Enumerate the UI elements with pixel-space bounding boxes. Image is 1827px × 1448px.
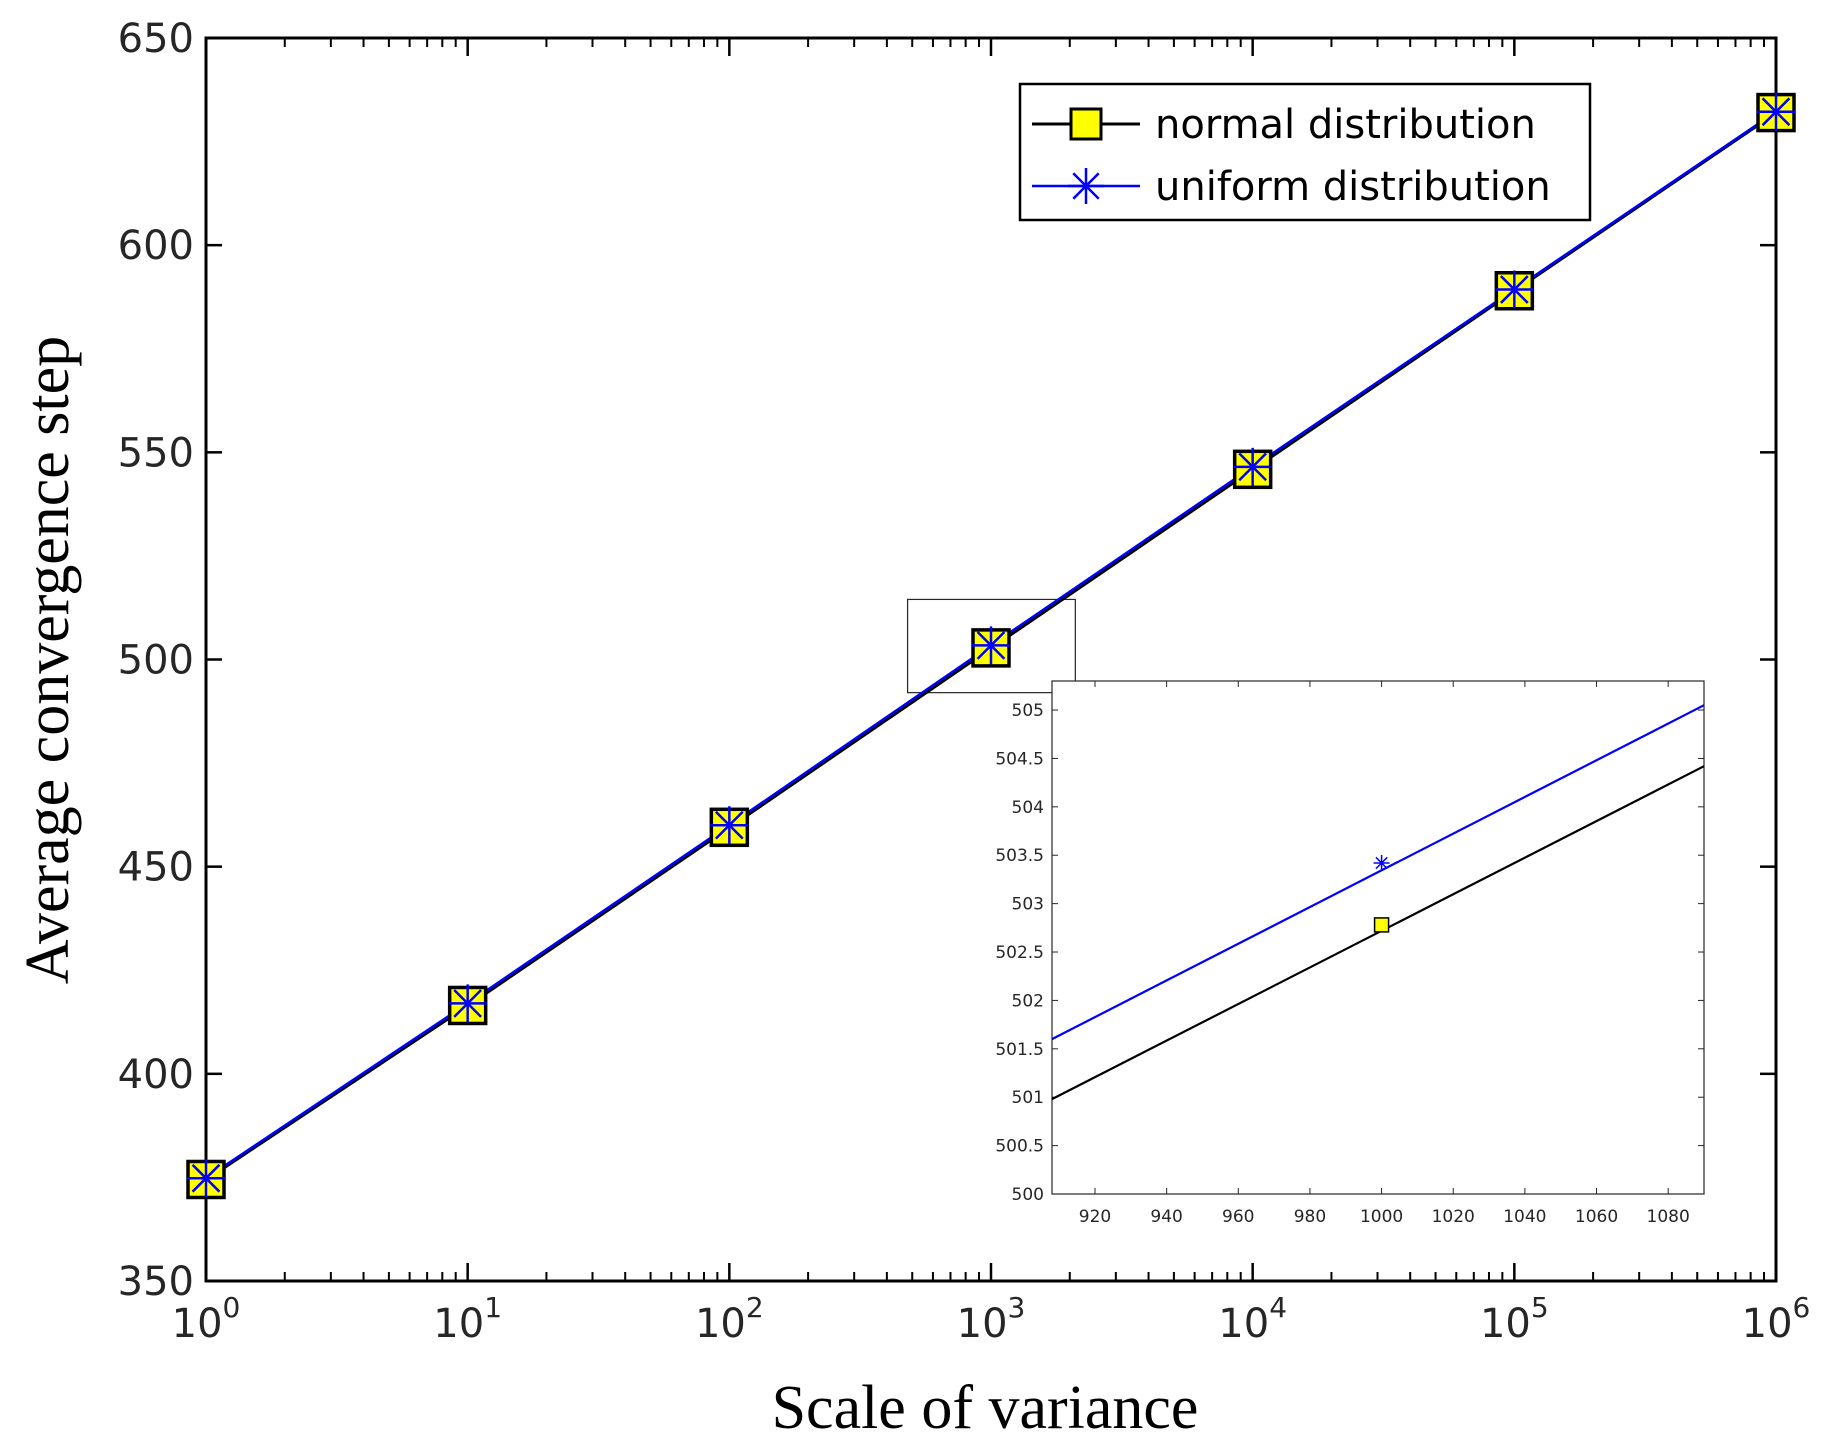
x-tick-base: 10 (172, 1301, 223, 1347)
inset-x-tick-label: 1020 (1432, 1207, 1475, 1227)
y-tick-label: 450 (118, 845, 194, 891)
inset-y-tick-label: 503 (1012, 895, 1044, 915)
legend-asterisk (1068, 168, 1104, 204)
inset-y-tick-label: 503.5 (995, 846, 1044, 866)
inset-marker-asterisk (1373, 854, 1390, 871)
inset-y-axis: 500 500.5 501 501.5 502 502.5 503 503.5 504 504.5… (995, 701, 1704, 1205)
y-tick-label: 650 (118, 16, 194, 62)
x-tick-label: 105 (1480, 1291, 1549, 1347)
inset-line-uniform (1051, 704, 1705, 1041)
inset-x-tick-label: 920 (1079, 1207, 1111, 1227)
inset-y-tick-label: 500 (1012, 1185, 1044, 1205)
marker-asterisk-uniform-stroke (191, 1163, 221, 1193)
x-tick-exponent: 2 (746, 1291, 764, 1324)
x-axis-title: Scale of variance (772, 1374, 1199, 1442)
inset-y-tick-label: 501.5 (995, 1040, 1044, 1060)
series-markers (186, 92, 1796, 1200)
marker-asterisk-uniform (448, 984, 487, 1023)
inset-marker-square (1373, 917, 1390, 933)
x-tick-exponent: 4 (1269, 1291, 1287, 1324)
inset-marker-asterisk-stroke (1375, 856, 1388, 870)
inset-x-tick-label: 1060 (1575, 1207, 1618, 1227)
marker-asterisk-uniform-stroke (976, 631, 1006, 660)
inset-series (1051, 704, 1705, 1101)
legend-label-normal: normal distribution (1155, 102, 1536, 148)
inset-x-tick-label: 960 (1222, 1207, 1254, 1227)
legend-asterisk-stroke (1072, 172, 1100, 200)
y-tick-label: 600 (118, 223, 194, 269)
x-tick-exponent: 1 (484, 1291, 502, 1324)
inset-x-tick-label: 1080 (1647, 1207, 1690, 1227)
inset-y-tick-label: 505 (1012, 701, 1044, 721)
legend-marker-asterisk (1068, 168, 1104, 204)
x-tick-base: 10 (957, 1301, 1008, 1347)
x-tick-base: 10 (433, 1301, 484, 1347)
marker-asterisk-uniform (710, 806, 749, 845)
inset-x-axis: 920 940 960 980 1000 1020 1040 1060 1080 (1079, 681, 1690, 1227)
inset-plot-area (1051, 680, 1705, 1195)
x-tick-exponent: 0 (223, 1291, 241, 1324)
x-tick-exponent: 6 (1793, 1291, 1811, 1324)
marker-asterisk-uniform-stroke (1500, 275, 1529, 304)
inset-y-tick-label: 502.5 (995, 943, 1044, 963)
x-tick-base: 10 (1218, 1301, 1269, 1347)
inset-y-tick-label: 500.5 (995, 1137, 1044, 1157)
zoom-rectangle (906, 598, 1076, 694)
inset-y-tick-label: 501 (1012, 1088, 1044, 1108)
x-tick-base: 10 (695, 1301, 746, 1347)
x-tick-label: 104 (1218, 1291, 1287, 1347)
x-tick-label: 101 (433, 1291, 502, 1347)
y-axis: 350 400 450 500 550 600 650 (118, 16, 1776, 1305)
legend: normal distribution uniform distribution (1018, 82, 1592, 222)
legend-entry-uniform: uniform distribution (1032, 164, 1551, 210)
inset-x-tick-label: 980 (1294, 1207, 1326, 1227)
y-tick-label: 550 (118, 430, 194, 476)
x-tick-base: 10 (1742, 1301, 1793, 1347)
zoom-connector (906, 598, 1076, 694)
legend-marker-square (1069, 107, 1103, 141)
legend-label-uniform: uniform distribution (1155, 164, 1551, 210)
marker-asterisk-uniform (972, 626, 1010, 665)
marker-asterisk-uniform-stroke (453, 989, 482, 1018)
x-tick-exponent: 5 (1531, 1291, 1549, 1324)
inset-y-tick-label: 502 (1012, 991, 1044, 1011)
inset-y-tick-label: 504.5 (995, 749, 1044, 769)
marker-asterisk-uniform (1495, 270, 1534, 309)
marker-asterisk-uniform (1757, 92, 1795, 131)
inset-zoom: 500 500.5 501 501.5 502 502.5 503 503.5 504 504.5… (995, 680, 1705, 1227)
y-tick-label: 350 (118, 1259, 194, 1305)
x-tick-label: 100 (172, 1291, 241, 1347)
x-tick-label: 103 (957, 1291, 1026, 1347)
inset-x-tick-label: 1040 (1503, 1207, 1546, 1227)
x-tick-base: 10 (1480, 1301, 1531, 1347)
y-axis-title: Average convergence step (14, 336, 82, 984)
marker-asterisk-uniform (1233, 447, 1272, 486)
marker-asterisk-uniform-stroke (1238, 452, 1267, 482)
inset-x-tick-label: 1000 (1360, 1207, 1403, 1227)
x-axis: 100 101 102 103 104 105 106 (172, 38, 1811, 1347)
legend-box (1018, 82, 1592, 222)
x-tick-label: 106 (1742, 1291, 1811, 1347)
y-tick-label: 500 (118, 638, 194, 684)
marker-asterisk-uniform (187, 1159, 225, 1198)
x-tick-exponent: 3 (1008, 1291, 1026, 1324)
legend-entry-normal: normal distribution (1032, 102, 1536, 148)
y-tick-label: 400 (118, 1052, 194, 1098)
marker-asterisk-uniform-stroke (715, 810, 744, 840)
inset-y-tick-label: 504 (1012, 798, 1044, 818)
marker-asterisk-uniform-stroke (1761, 97, 1791, 127)
x-tick-label: 102 (695, 1291, 764, 1347)
inset-x-tick-label: 940 (1150, 1207, 1182, 1227)
